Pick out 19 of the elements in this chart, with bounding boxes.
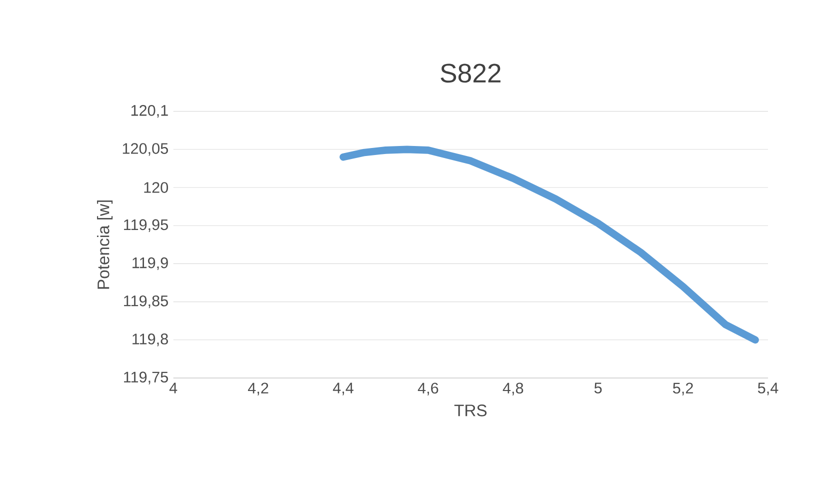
- y-tick-label: 119,85: [124, 295, 168, 308]
- x-tick-label: 4,6: [418, 382, 438, 396]
- x-tick-label: 4,8: [502, 382, 524, 396]
- y-tick-label: 119,8: [132, 334, 168, 346]
- x-axis-title: TRS: [454, 404, 487, 416]
- y-tick-label: 120: [144, 182, 168, 193]
- chart-title: S822: [440, 64, 500, 83]
- y-tick-label: 120,05: [122, 143, 168, 156]
- x-tick-label: 5,4: [758, 382, 778, 396]
- x-tick-label: 4,2: [248, 382, 268, 396]
- y-tick-label: 119,95: [124, 219, 168, 232]
- y-tick-label: 120,1: [131, 104, 168, 118]
- x-tick-label: 5: [594, 382, 602, 394]
- x-tick-label: 5,2: [672, 382, 693, 396]
- y-tick-label: 119,9: [132, 257, 168, 270]
- y-axis-title: Potencia [w]: [97, 200, 113, 289]
- x-tick-label: 4: [169, 382, 178, 394]
- x-tick-label: 4,4: [332, 382, 354, 396]
- y-tick-label: 119,75: [124, 372, 168, 384]
